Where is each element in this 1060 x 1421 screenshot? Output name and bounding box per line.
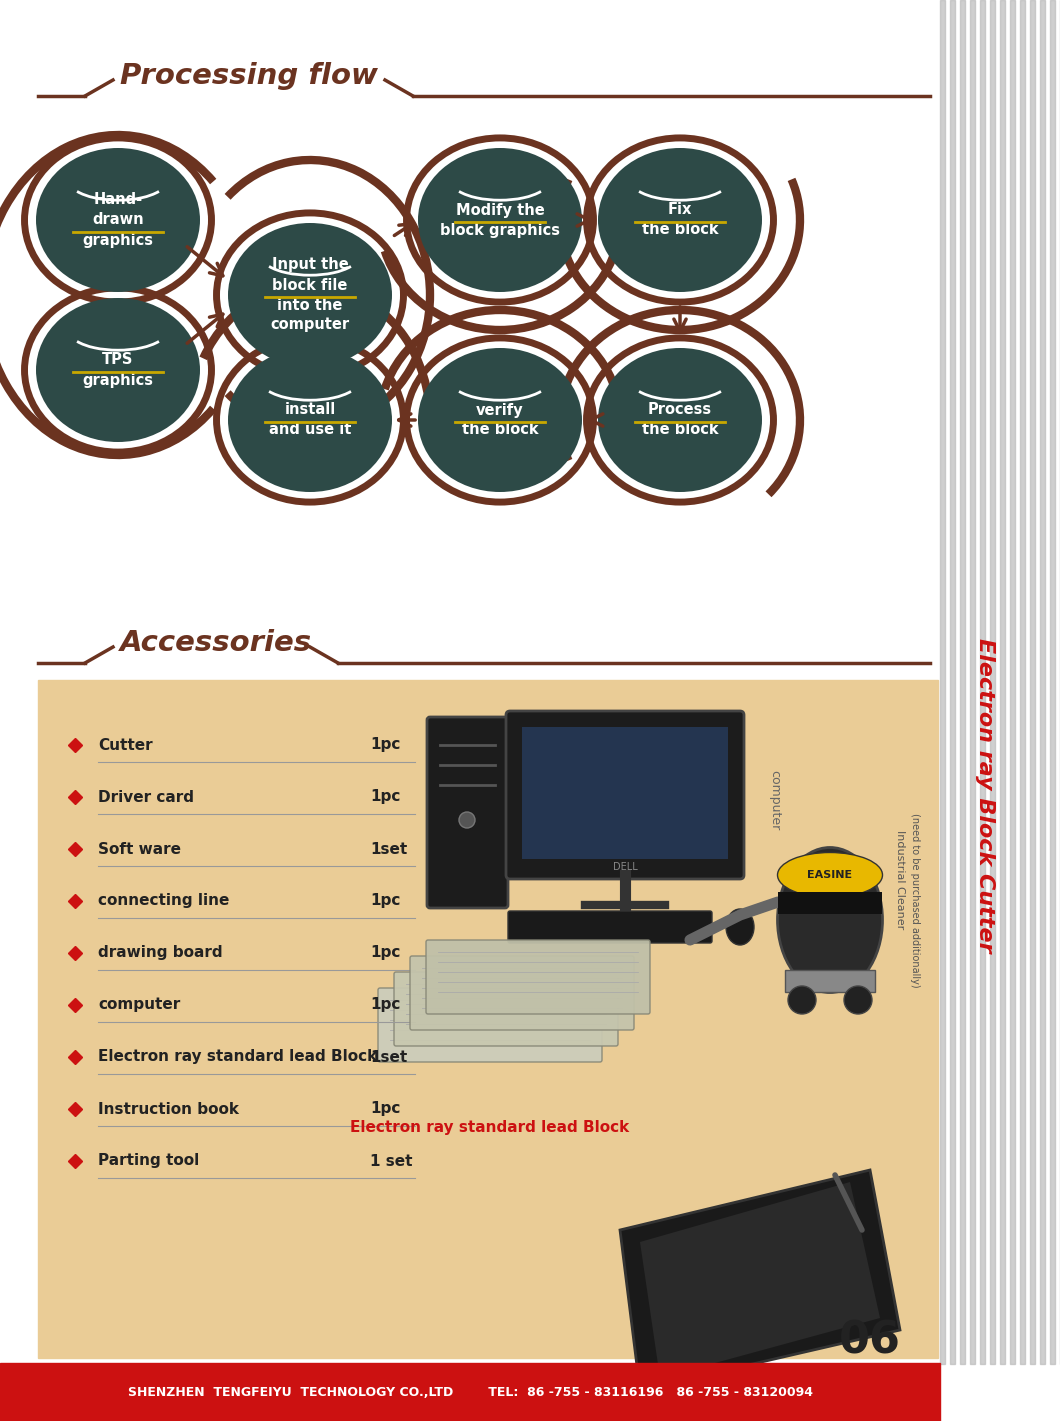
Bar (1020, 0, 1025, 1364)
Text: Electron ray standard lead Block: Electron ray standard lead Block (98, 1050, 377, 1064)
Text: EASINE: EASINE (808, 870, 852, 880)
Text: Driver card: Driver card (98, 790, 194, 804)
Circle shape (844, 986, 872, 1015)
Ellipse shape (777, 853, 883, 898)
Text: DELL: DELL (613, 863, 637, 872)
Text: connecting line: connecting line (98, 894, 229, 908)
Ellipse shape (418, 148, 582, 291)
Bar (785, 971, 874, 992)
Text: Electron ray standard lead Block: Electron ray standard lead Block (351, 1120, 630, 1135)
Text: Modify the: Modify the (456, 203, 545, 217)
FancyBboxPatch shape (410, 956, 634, 1030)
Text: 1 set: 1 set (370, 1154, 412, 1168)
Ellipse shape (598, 348, 762, 492)
Polygon shape (640, 1182, 880, 1378)
Text: the block: the block (462, 422, 538, 438)
Text: and use it: and use it (269, 422, 351, 438)
Text: 1set: 1set (370, 1050, 407, 1064)
Bar (1040, 0, 1045, 1364)
Bar (1000, 0, 1005, 1364)
Bar (1050, 0, 1055, 1364)
Text: block file: block file (272, 277, 348, 293)
Text: drawn: drawn (92, 213, 144, 227)
FancyBboxPatch shape (506, 710, 744, 880)
Ellipse shape (777, 847, 883, 992)
Text: Input the: Input the (271, 257, 349, 273)
Text: graphics: graphics (83, 372, 154, 388)
Text: 1set: 1set (370, 841, 407, 857)
Text: Electron ray Block Cutter: Electron ray Block Cutter (975, 638, 995, 953)
Text: graphics: graphics (83, 233, 154, 247)
Text: computer: computer (98, 998, 180, 1013)
Ellipse shape (36, 298, 200, 442)
Bar (1010, 0, 1015, 1364)
Text: Parting tool: Parting tool (98, 1154, 199, 1168)
Text: verify: verify (476, 402, 524, 418)
Bar (960, 0, 965, 1364)
Bar (0, 1363, 940, 1421)
Text: 1pc: 1pc (370, 790, 401, 804)
Text: the block: the block (641, 422, 719, 438)
Text: TPS: TPS (103, 352, 134, 368)
Ellipse shape (418, 348, 582, 492)
Bar (990, 0, 995, 1364)
Text: drawing board: drawing board (98, 945, 223, 961)
Text: drawing board: drawing board (697, 1385, 823, 1400)
Text: 1pc: 1pc (370, 894, 401, 908)
Text: computer: computer (768, 770, 781, 830)
Ellipse shape (228, 223, 392, 367)
Bar (38, 681, 938, 1358)
Ellipse shape (36, 148, 200, 291)
Text: Fix: Fix (668, 203, 692, 217)
Text: the block: the block (641, 223, 719, 237)
FancyBboxPatch shape (394, 972, 618, 1046)
Ellipse shape (598, 148, 762, 291)
FancyBboxPatch shape (427, 718, 508, 908)
Text: Soft ware: Soft ware (98, 841, 181, 857)
Text: computer: computer (270, 317, 350, 333)
Bar (980, 0, 985, 1364)
Text: install: install (284, 402, 336, 418)
Polygon shape (620, 1169, 900, 1390)
Text: Hand-: Hand- (93, 192, 142, 207)
Text: Accessories: Accessories (120, 630, 312, 657)
Text: 1pc: 1pc (370, 945, 401, 961)
Circle shape (788, 986, 816, 1015)
Bar (522, 728, 728, 860)
Text: Processing flow: Processing flow (120, 63, 377, 90)
Circle shape (459, 811, 475, 828)
Text: SHENZHEN  TENGFEIYU  TECHNOLOGY CO.,LTD        TEL:  86 -755 - 83116196   86 -75: SHENZHEN TENGFEIYU TECHNOLOGY CO.,LTD TE… (127, 1385, 813, 1398)
Text: Process: Process (648, 402, 712, 418)
Bar (778, 892, 882, 914)
FancyBboxPatch shape (508, 911, 712, 944)
Text: block graphics: block graphics (440, 223, 560, 237)
Text: Instruction book: Instruction book (98, 1101, 238, 1117)
Text: 06: 06 (840, 1320, 901, 1363)
Text: 1pc: 1pc (370, 1101, 401, 1117)
FancyBboxPatch shape (378, 988, 602, 1061)
FancyBboxPatch shape (426, 941, 650, 1015)
Bar (940, 0, 946, 1364)
Bar (950, 0, 955, 1364)
Bar (970, 0, 975, 1364)
Ellipse shape (726, 909, 754, 945)
Text: (need to be purchased additionally): (need to be purchased additionally) (909, 813, 920, 988)
Ellipse shape (228, 348, 392, 492)
Text: into the: into the (278, 297, 342, 313)
Text: 1pc: 1pc (370, 998, 401, 1013)
Text: Industrial Cleaner: Industrial Cleaner (895, 830, 905, 929)
Bar (1030, 0, 1035, 1364)
Text: 1pc: 1pc (370, 737, 401, 753)
Text: Cutter: Cutter (98, 737, 153, 753)
